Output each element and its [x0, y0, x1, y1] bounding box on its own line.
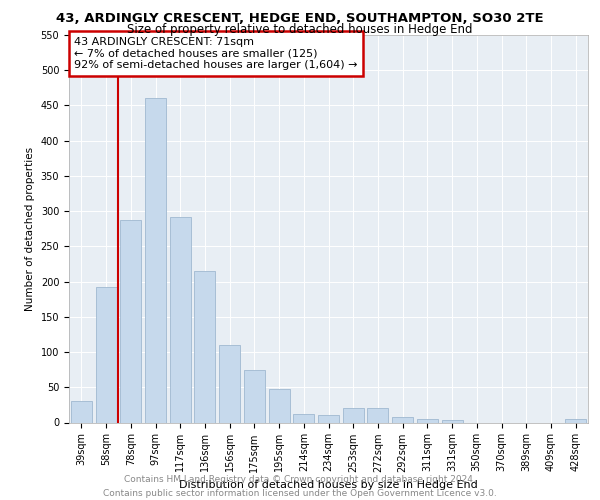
Bar [392, 417, 413, 422]
Bar [194, 271, 215, 422]
Bar [318, 416, 339, 422]
Bar [442, 420, 463, 422]
Text: Contains HM Land Registry data © Crown copyright and database right 2024.
Contai: Contains HM Land Registry data © Crown c… [103, 476, 497, 498]
Bar [293, 414, 314, 422]
Bar [71, 402, 92, 422]
Bar [417, 419, 438, 422]
Text: 43 ARDINGLY CRESCENT: 71sqm
← 7% of detached houses are smaller (125)
92% of sem: 43 ARDINGLY CRESCENT: 71sqm ← 7% of deta… [74, 37, 358, 70]
Bar [219, 345, 240, 422]
X-axis label: Distribution of detached houses by size in Hedge End: Distribution of detached houses by size … [179, 480, 478, 490]
Bar [170, 217, 191, 422]
Bar [145, 98, 166, 422]
Bar [565, 419, 586, 422]
Bar [367, 408, 388, 422]
Bar [244, 370, 265, 422]
Bar [95, 287, 116, 422]
Bar [343, 408, 364, 422]
Text: 43, ARDINGLY CRESCENT, HEDGE END, SOUTHAMPTON, SO30 2TE: 43, ARDINGLY CRESCENT, HEDGE END, SOUTHA… [56, 12, 544, 26]
Y-axis label: Number of detached properties: Number of detached properties [25, 146, 35, 311]
Bar [120, 220, 141, 422]
Text: Size of property relative to detached houses in Hedge End: Size of property relative to detached ho… [127, 22, 473, 36]
Bar [269, 388, 290, 422]
